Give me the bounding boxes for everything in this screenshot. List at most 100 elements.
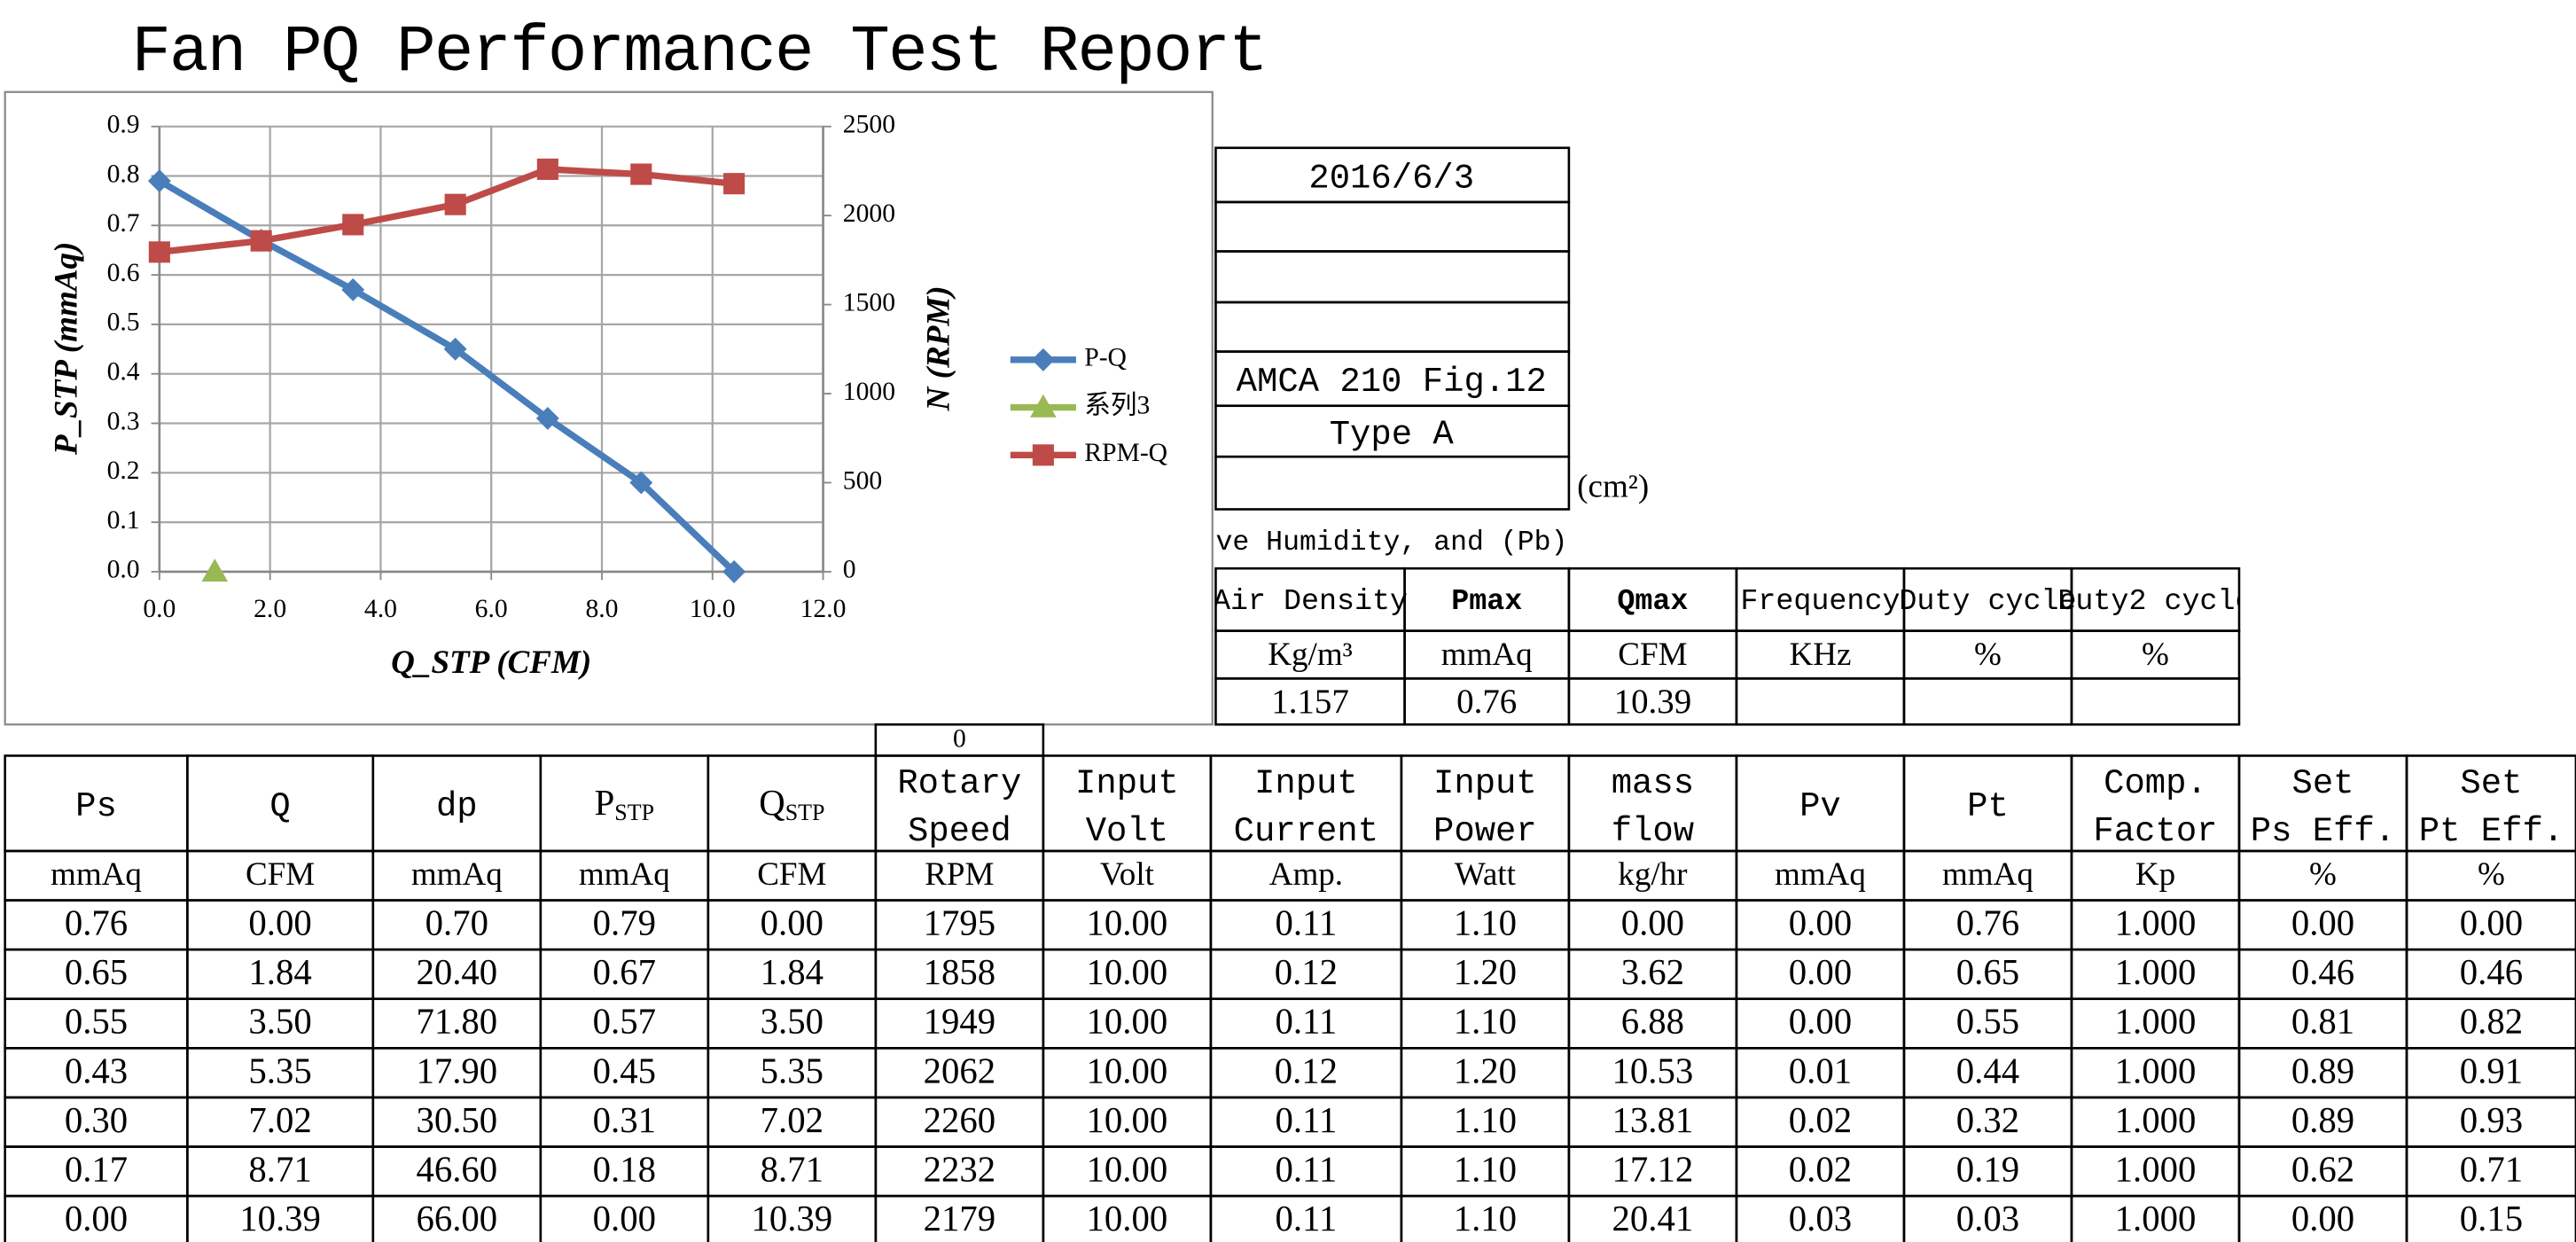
y2-axis-title: N (RPM) [920, 285, 956, 411]
table-unit: mmAq [1942, 856, 2033, 893]
table-value: 1.84 [761, 952, 824, 992]
table-value: 46.60 [416, 1150, 497, 1190]
x-tick-label: 4.0 [364, 595, 397, 623]
table-header: Volt [1086, 812, 1168, 851]
y-tick-label: 0.2 [107, 457, 140, 485]
area-unit: (cm²) [1577, 469, 1649, 505]
table-value: 0.31 [593, 1100, 656, 1140]
table-value: 0.79 [593, 903, 656, 943]
table-unit: RPM [925, 856, 994, 893]
table-header: Pv [1799, 787, 1841, 826]
table-value: 1.000 [2115, 952, 2197, 992]
table-value: 0.00 [2291, 1199, 2354, 1238]
table-header: PSTP [595, 783, 654, 825]
table-value: 0.76 [1956, 903, 2019, 943]
report-title: Fan PQ Performance Test Report [131, 16, 1268, 90]
table-value: 1.20 [1454, 952, 1517, 992]
table-value: 1858 [924, 952, 996, 992]
table-value: 0.00 [2460, 903, 2523, 943]
table-header: Ps [75, 787, 117, 826]
header-sub: STP [614, 800, 654, 825]
table-value: 0.11 [1275, 1100, 1337, 1140]
summary-header: Air Density [1213, 585, 1408, 619]
table-value: 0.12 [1275, 952, 1338, 992]
table-value: 1.000 [2115, 1150, 2197, 1190]
table-value: 20.40 [416, 952, 497, 992]
table-header: Power [1433, 812, 1537, 851]
marker [536, 158, 558, 180]
summary-header: Frequency [1740, 585, 1900, 619]
table-value: 0.70 [425, 903, 488, 943]
y2-tick-label: 1000 [843, 378, 895, 406]
table-unit: CFM [757, 856, 826, 893]
summary-unit: CFM [1618, 637, 1687, 673]
table-value: 0.93 [2460, 1100, 2523, 1140]
table-value: 10.00 [1087, 952, 1168, 992]
table-value: 1795 [924, 903, 996, 943]
table-header: Factor [2093, 812, 2217, 851]
table-header: Set [2460, 764, 2522, 803]
table-value: 0.12 [1275, 1051, 1338, 1090]
table-value: 2232 [924, 1150, 996, 1190]
y-tick-label: 0.9 [107, 110, 140, 138]
marker [444, 193, 466, 215]
marker [723, 173, 745, 195]
y-tick-label: 0.3 [107, 407, 140, 435]
table-value: 0.55 [1956, 1002, 2019, 1042]
x-axis-title: Q_STP (CFM) [391, 644, 591, 681]
table-unit: kg/hr [1618, 856, 1688, 893]
legend-label: 系列3 [1084, 390, 1150, 419]
summary-unit: mmAq [1441, 637, 1533, 673]
y2-tick-label: 0 [843, 556, 856, 584]
header-base: P [595, 783, 615, 823]
table-value: 1.000 [2115, 1002, 2197, 1042]
x-tick-label: 12.0 [800, 595, 847, 623]
marker [342, 214, 364, 236]
info-cell [1214, 301, 1571, 353]
table-value: 0.01 [1789, 1051, 1852, 1090]
table-value: 1.10 [1454, 903, 1517, 943]
table-value: 1.000 [2115, 1100, 2197, 1140]
table-value: 17.90 [416, 1051, 497, 1090]
y2-tick-label: 2500 [843, 110, 895, 138]
table-value: 17.12 [1612, 1150, 1694, 1190]
table-value: 1.000 [2115, 1199, 2197, 1238]
table-value: 0.32 [1956, 1100, 2019, 1140]
table-value: 0.00 [1789, 1002, 1852, 1042]
info-text: 2016/6/3 [1308, 159, 1474, 198]
table-value: 0.00 [1789, 952, 1852, 992]
table-value: 0.65 [1956, 952, 2019, 992]
header-sub: STP [785, 800, 825, 825]
table-value: 0.76 [65, 903, 128, 943]
summary-unit: % [2142, 637, 2169, 673]
summary-value: 10.39 [1614, 683, 1692, 721]
table-value: 2179 [924, 1199, 996, 1238]
y2-tick-label: 500 [843, 466, 882, 495]
table-header: Current [1234, 812, 1378, 851]
table-value: 5.35 [248, 1051, 311, 1090]
table-header: flow [1612, 812, 1694, 851]
summary-unit: % [1974, 637, 2002, 673]
y-tick-label: 0.7 [107, 209, 140, 238]
table-value: 1.10 [1454, 1100, 1517, 1140]
table-value: 0.00 [1789, 903, 1852, 943]
table-header: dp [436, 787, 478, 826]
x-tick-label: 2.0 [254, 595, 286, 623]
summary-header: Duty2 cycle [2057, 585, 2252, 619]
table-value: 7.02 [248, 1100, 311, 1140]
x-tick-label: 10.0 [690, 595, 736, 623]
table-value: 0.46 [2291, 952, 2354, 992]
table-header: Pt [1967, 787, 2009, 826]
table-value: 0.67 [593, 952, 656, 992]
table-value: 0.11 [1275, 1199, 1337, 1238]
table-value: 1.20 [1454, 1051, 1517, 1090]
table-header: Pt Eff. [2419, 812, 2564, 851]
table-header: Comp. [2104, 764, 2207, 803]
table-value: 1949 [924, 1002, 996, 1042]
table-value: 0.91 [2460, 1051, 2523, 1090]
table-unit: mmAq [51, 856, 142, 893]
marker-text: 0 [953, 725, 966, 754]
table-value: 10.39 [751, 1199, 832, 1238]
table-value: 0.03 [1789, 1199, 1852, 1238]
table-value: 0.89 [2291, 1100, 2354, 1140]
